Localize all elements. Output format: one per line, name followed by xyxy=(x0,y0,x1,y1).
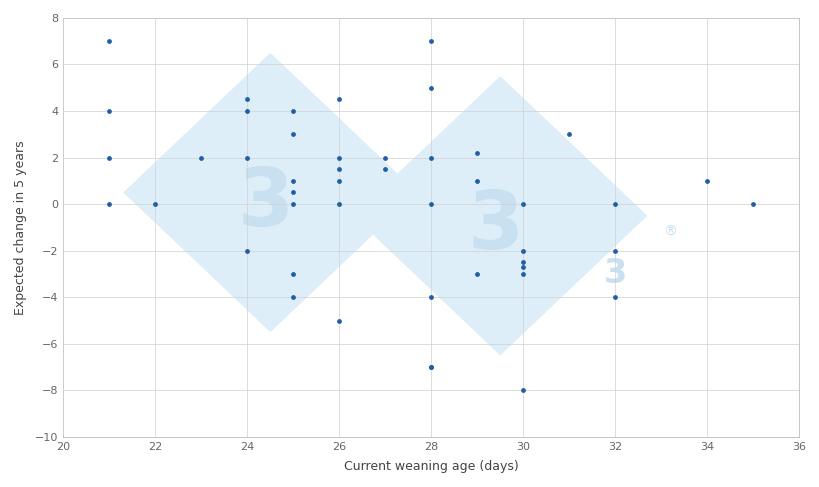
Point xyxy=(699,177,713,185)
Point xyxy=(102,107,115,115)
Point xyxy=(287,200,300,208)
Point xyxy=(470,177,483,185)
Point xyxy=(287,177,300,185)
Point xyxy=(287,270,300,278)
Point xyxy=(562,131,575,138)
Polygon shape xyxy=(123,53,417,332)
Text: 3: 3 xyxy=(238,165,293,243)
Point xyxy=(516,247,529,255)
Point xyxy=(745,200,758,208)
Point xyxy=(333,200,346,208)
Point xyxy=(424,84,437,92)
Point xyxy=(333,165,346,173)
Point xyxy=(287,188,300,196)
Point xyxy=(378,165,391,173)
Point xyxy=(516,387,529,394)
Point xyxy=(516,200,529,208)
Y-axis label: Expected change in 5 years: Expected change in 5 years xyxy=(14,140,27,315)
X-axis label: Current weaning age (days): Current weaning age (days) xyxy=(343,460,518,473)
Point xyxy=(287,131,300,138)
Point xyxy=(516,270,529,278)
Point xyxy=(333,154,346,162)
Text: 3: 3 xyxy=(467,188,523,266)
Point xyxy=(102,200,115,208)
Point xyxy=(608,200,621,208)
Point xyxy=(102,37,115,45)
Point xyxy=(333,95,346,103)
Point xyxy=(378,154,391,162)
Point xyxy=(424,293,437,301)
Text: 3: 3 xyxy=(603,258,626,290)
Point xyxy=(287,107,300,115)
Point xyxy=(195,154,208,162)
Polygon shape xyxy=(353,76,646,356)
Point xyxy=(424,200,437,208)
Point xyxy=(424,363,437,371)
Point xyxy=(608,293,621,301)
Point xyxy=(424,363,437,371)
Point xyxy=(470,270,483,278)
Point xyxy=(102,154,115,162)
Point xyxy=(424,37,437,45)
Point xyxy=(241,247,254,255)
Text: ®: ® xyxy=(663,225,676,239)
Point xyxy=(287,293,300,301)
Point xyxy=(241,95,254,103)
Point xyxy=(470,149,483,157)
Point xyxy=(424,154,437,162)
Point xyxy=(241,107,254,115)
Point xyxy=(333,177,346,185)
Point xyxy=(516,259,529,266)
Point xyxy=(149,200,162,208)
Point xyxy=(608,247,621,255)
Point xyxy=(516,263,529,271)
Point xyxy=(333,317,346,324)
Point xyxy=(241,154,254,162)
